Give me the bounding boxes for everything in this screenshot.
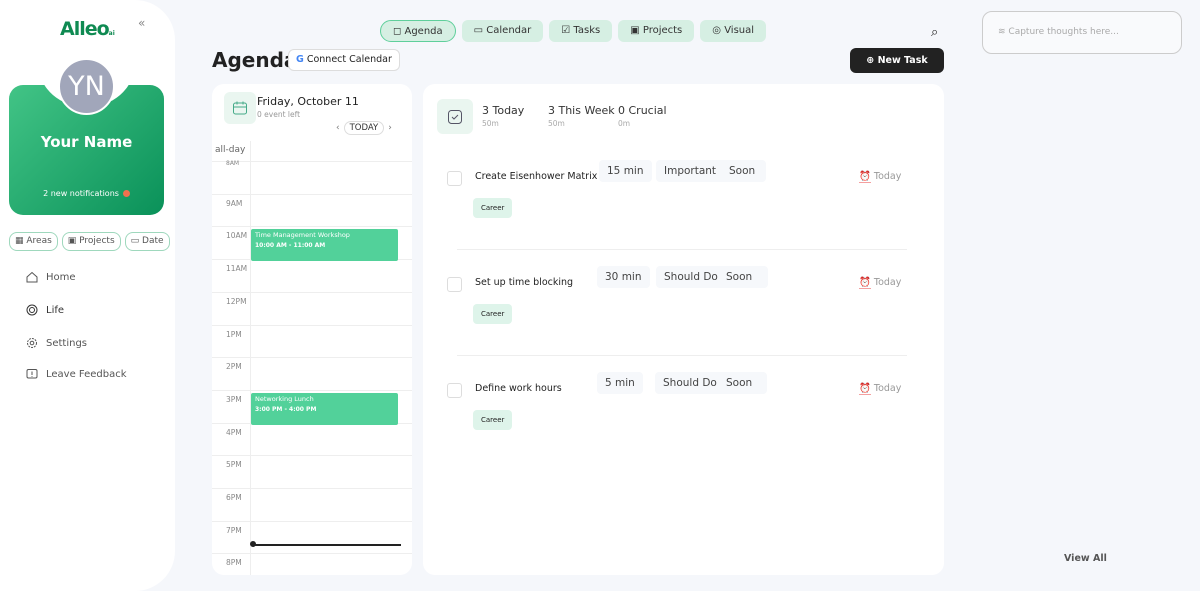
user-name: Your Name [40, 133, 133, 151]
today-button[interactable]: TODAY [343, 121, 385, 135]
hour-row: 10AM [212, 226, 412, 259]
sidebar-item-settings[interactable]: Settings [26, 337, 87, 349]
hour-row: 6PM [212, 488, 412, 521]
task-item[interactable]: Set up time blocking 30 min Should Do So… [423, 266, 944, 372]
task-item[interactable]: Create Eisenhower Matrix 15 min Importan… [423, 160, 944, 266]
stat-crucial: 0 Crucial 0m [618, 104, 667, 128]
alarm-icon: ⏰ [859, 383, 871, 395]
notifications[interactable]: 2 new notifications [9, 189, 164, 198]
avatar[interactable]: YN [58, 58, 115, 115]
hour-row: 1PM [212, 324, 412, 358]
filters: ▦ Areas ▣ Projects ▭ Date [9, 232, 170, 251]
collapse-sidebar-icon[interactable]: « [138, 16, 146, 30]
prev-day-icon[interactable]: ‹ [336, 123, 340, 133]
scribble-icon: ≋ [998, 27, 1006, 37]
task-tag[interactable]: Career [473, 304, 513, 324]
divider [457, 249, 907, 250]
task-name[interactable]: Create Eisenhower Matrix [475, 171, 598, 182]
page-title: Agenda [212, 48, 298, 72]
calendar-date: Friday, October 11 [257, 95, 359, 108]
task-priority[interactable]: Should Do [656, 266, 768, 288]
tab-visual[interactable]: ◎ Visual [700, 20, 767, 42]
tab-tasks[interactable]: ☑ Tasks [549, 20, 613, 42]
connect-calendar-button[interactable]: G Connect Calendar [288, 49, 400, 71]
search-icon[interactable]: ⌕ [931, 25, 939, 40]
hour-row: 3PM [212, 389, 412, 423]
alarm-icon: ⏰ [859, 277, 871, 289]
filter-date[interactable]: ▭ Date [124, 232, 170, 251]
stat-this-week: 3 This Week 50m [548, 104, 615, 128]
calendar-event[interactable]: Time Management Workshop 10:00 AM - 11:00… [251, 229, 398, 262]
google-icon: G [296, 54, 304, 65]
feedback-icon [26, 369, 38, 379]
task-tag[interactable]: Career [473, 410, 513, 430]
new-task-button[interactable]: ⊕ New Task [850, 48, 944, 73]
home-icon [26, 271, 38, 283]
task-timing[interactable]: Soon [726, 271, 753, 283]
view-tabs: ◻ Agenda ▭ Calendar ☑ Tasks ▣ Projects ◎… [380, 20, 767, 42]
sidebar-item-life[interactable]: Life [26, 304, 64, 316]
task-checkbox[interactable] [447, 383, 462, 398]
hour-row: 8PM [212, 553, 412, 575]
logo: Alleoai [60, 18, 115, 40]
task-checkbox[interactable] [447, 171, 462, 186]
task-duration[interactable]: 15 min [599, 160, 652, 182]
alarm-icon: ⏰ [859, 171, 871, 183]
hour-row: 12PM [212, 291, 412, 325]
filter-areas[interactable]: ▦ Areas [9, 232, 58, 251]
hour-row: 11AM [212, 259, 412, 292]
target-icon [26, 304, 38, 316]
notification-dot-icon [122, 190, 130, 197]
tab-agenda[interactable]: ◻ Agenda [380, 20, 456, 42]
task-due[interactable]: ⏰ Today [859, 171, 902, 183]
task-tag[interactable]: Career [473, 198, 513, 218]
events-left: 0 event left [257, 110, 301, 119]
stat-today: 3 Today 50m [482, 104, 525, 128]
thoughts-input[interactable]: ≋ Capture thoughts here... [982, 11, 1182, 54]
hour-row: 8AM [212, 160, 412, 194]
tab-calendar[interactable]: ▭ Calendar [461, 20, 544, 42]
divider [457, 355, 907, 356]
hour-row: 7PM [212, 520, 412, 554]
gear-icon [27, 338, 37, 348]
hour-row: 2PM [212, 357, 412, 390]
hour-row: 9AM [212, 193, 412, 227]
task-panel: 3 Today 50m 3 This Week 50m 0 Crucial 0m Cr… [423, 84, 944, 575]
task-timing[interactable]: Soon [726, 377, 753, 389]
task-priority[interactable]: Should Do [655, 372, 767, 394]
current-time-line [251, 544, 401, 546]
all-day-label: all-day [215, 145, 246, 155]
next-day-icon[interactable]: › [388, 123, 392, 133]
task-name[interactable]: Define work hours [475, 383, 562, 394]
task-due[interactable]: ⏰ Today [859, 277, 902, 289]
filter-projects[interactable]: ▣ Projects [61, 232, 121, 251]
task-checkbox[interactable] [447, 277, 462, 292]
sidebar: Alleoai « YN Your Name 2 new notificatio… [0, 0, 175, 591]
task-priority[interactable]: Important [656, 160, 767, 182]
task-name[interactable]: Set up time blocking [475, 277, 574, 288]
task-due[interactable]: ⏰ Today [859, 383, 902, 395]
day-calendar: Friday, October 11 0 event left ‹ TODAY › … [212, 84, 412, 575]
view-all-link[interactable]: View All [1064, 553, 1107, 564]
task-timing[interactable]: Soon [729, 165, 756, 177]
sidebar-item-leave-feedback[interactable]: Leave Feedback [26, 368, 127, 380]
hour-row: 4PM [212, 422, 412, 456]
tab-projects[interactable]: ▣ Projects [618, 20, 695, 42]
checkbox-icon [437, 99, 473, 134]
calendar-event[interactable]: Networking Lunch 3:00 PM - 4:00 PM [251, 392, 398, 425]
task-duration[interactable]: 5 min [597, 372, 643, 394]
task-item[interactable]: Define work hours 5 min Should Do Soon ⏰… [423, 372, 944, 478]
hour-row: 5PM [212, 455, 412, 488]
calendar-icon [224, 92, 256, 124]
task-duration[interactable]: 30 min [597, 266, 650, 288]
sidebar-item-home[interactable]: Home [26, 271, 76, 283]
